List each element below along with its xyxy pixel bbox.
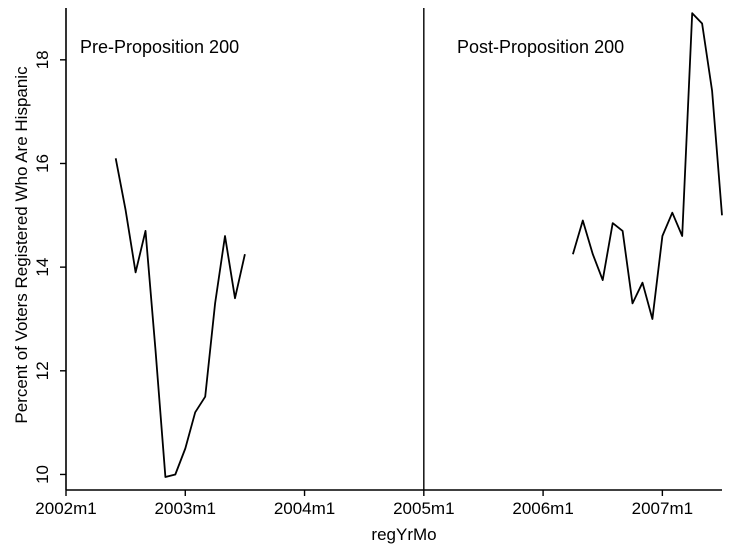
x-tick-label: 2003m1: [155, 499, 216, 518]
series-line-post: [572, 12, 723, 320]
annotation-pre: Pre-Proposition 200: [80, 37, 239, 57]
y-axis-title: Percent of Voters Registered Who Are His…: [12, 66, 31, 424]
annotation-post: Post-Proposition 200: [457, 37, 624, 57]
x-tick-label: 2002m1: [35, 499, 96, 518]
x-axis-title: regYrMo: [371, 525, 436, 544]
y-tick-label: 12: [33, 361, 52, 380]
y-tick-label: 16: [33, 154, 52, 173]
y-tick-label: 14: [33, 258, 52, 277]
x-tick-label: 2005m1: [393, 499, 454, 518]
y-tick-label: 18: [33, 50, 52, 69]
x-tick-label: 2006m1: [512, 499, 573, 518]
series-line-pre: [114, 158, 246, 478]
x-tick-label: 2007m1: [632, 499, 693, 518]
y-tick-label: 10: [33, 465, 52, 484]
x-tick-label: 2004m1: [274, 499, 335, 518]
